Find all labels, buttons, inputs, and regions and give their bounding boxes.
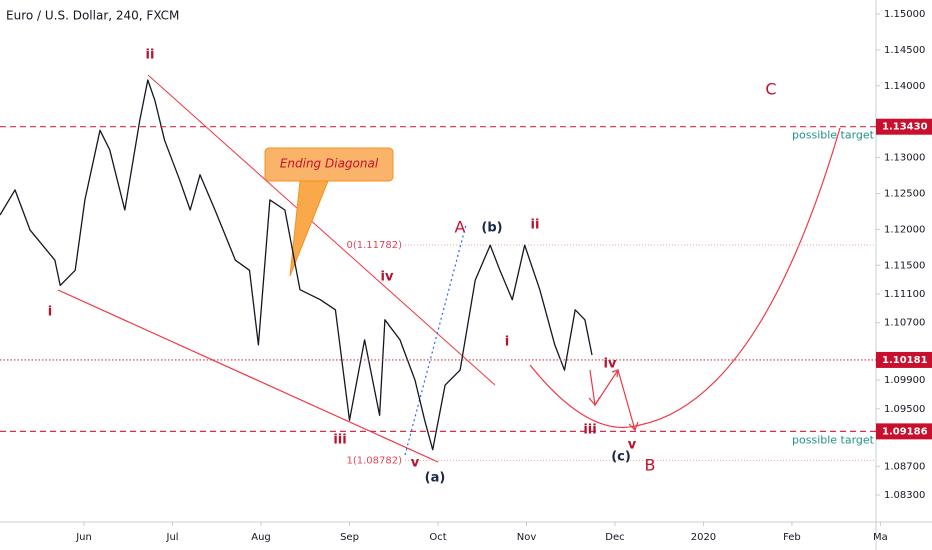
y-tick-label: 1.13000 <box>884 153 925 164</box>
y-tick-label: 1.09900 <box>884 375 925 386</box>
x-tick-label: Sep <box>340 532 359 543</box>
y-tick-label: 1.08700 <box>884 461 925 472</box>
callout-pointer <box>289 180 329 277</box>
x-tick-label: 2020 <box>691 532 716 543</box>
level-note: possible target <box>792 433 875 446</box>
fib-label: 0(1.11782) <box>346 240 402 251</box>
wave-label: (a) <box>425 471 446 486</box>
x-tick-label: Oct <box>429 532 446 543</box>
drawings <box>57 74 841 463</box>
level-label: 1.10181 <box>882 355 928 366</box>
x-tick-label: Jul <box>166 532 179 543</box>
wave-label: v <box>628 438 637 453</box>
wave-label: B <box>645 456 656 475</box>
level-badge <box>876 351 932 368</box>
wave-label: (b) <box>481 221 502 236</box>
x-tick-label: Nov <box>517 532 537 543</box>
y-tick-label: 1.11100 <box>884 289 925 300</box>
y-tick-label: 1.14000 <box>884 81 925 92</box>
wave-label: (c) <box>611 450 631 465</box>
callout-box <box>264 147 394 182</box>
level-badge <box>876 423 932 440</box>
fib-label: 1(1.08782) <box>346 455 402 466</box>
x-tick-label: Aug <box>251 532 271 543</box>
trendline <box>404 224 467 456</box>
y-tick-label: 1.08300 <box>884 490 925 501</box>
y-tick-label: 1.15000 <box>884 9 925 20</box>
trendline <box>57 289 439 463</box>
y-tick-label: 1.10700 <box>884 318 925 329</box>
y-tick-label: 1.09500 <box>884 404 925 415</box>
wave-label: v <box>411 456 420 471</box>
x-tick-label: Feb <box>783 532 801 543</box>
wave-label: iv <box>604 357 617 372</box>
projection-curve <box>529 127 841 429</box>
level-label: 1.13430 <box>882 122 928 133</box>
arrow-heads <box>588 369 639 432</box>
x-tick-label: Dec <box>605 532 624 543</box>
trendline <box>147 74 496 386</box>
x-tick-label: Jun <box>75 532 92 543</box>
wave-label: i <box>48 305 52 320</box>
price-line <box>0 79 593 451</box>
level-note: possible target <box>792 129 875 142</box>
wave-label: A <box>455 218 466 237</box>
wave-label: iv <box>381 270 394 285</box>
y-tick-label: 1.11500 <box>884 260 925 271</box>
callout-text: Ending Diagonal <box>280 157 379 171</box>
wave-label: ii <box>146 48 155 63</box>
y-tick-label: 1.14500 <box>884 45 925 56</box>
projection-arrows <box>589 368 636 431</box>
y-tick-label: 1.12000 <box>884 224 925 235</box>
wave-label: i <box>505 335 509 350</box>
level-label: 1.09186 <box>882 426 928 437</box>
x-tick-label: Ma <box>873 532 888 543</box>
level-badge <box>876 118 932 135</box>
y-tick-label: 1.12500 <box>884 188 925 199</box>
wave-label: ii <box>531 218 540 233</box>
wave-label: iii <box>333 433 346 448</box>
wave-label: C <box>765 80 776 99</box>
chart-title: Euro / U.S. Dollar, 240, FXCM <box>6 9 179 23</box>
wave-label: iii <box>583 423 596 438</box>
